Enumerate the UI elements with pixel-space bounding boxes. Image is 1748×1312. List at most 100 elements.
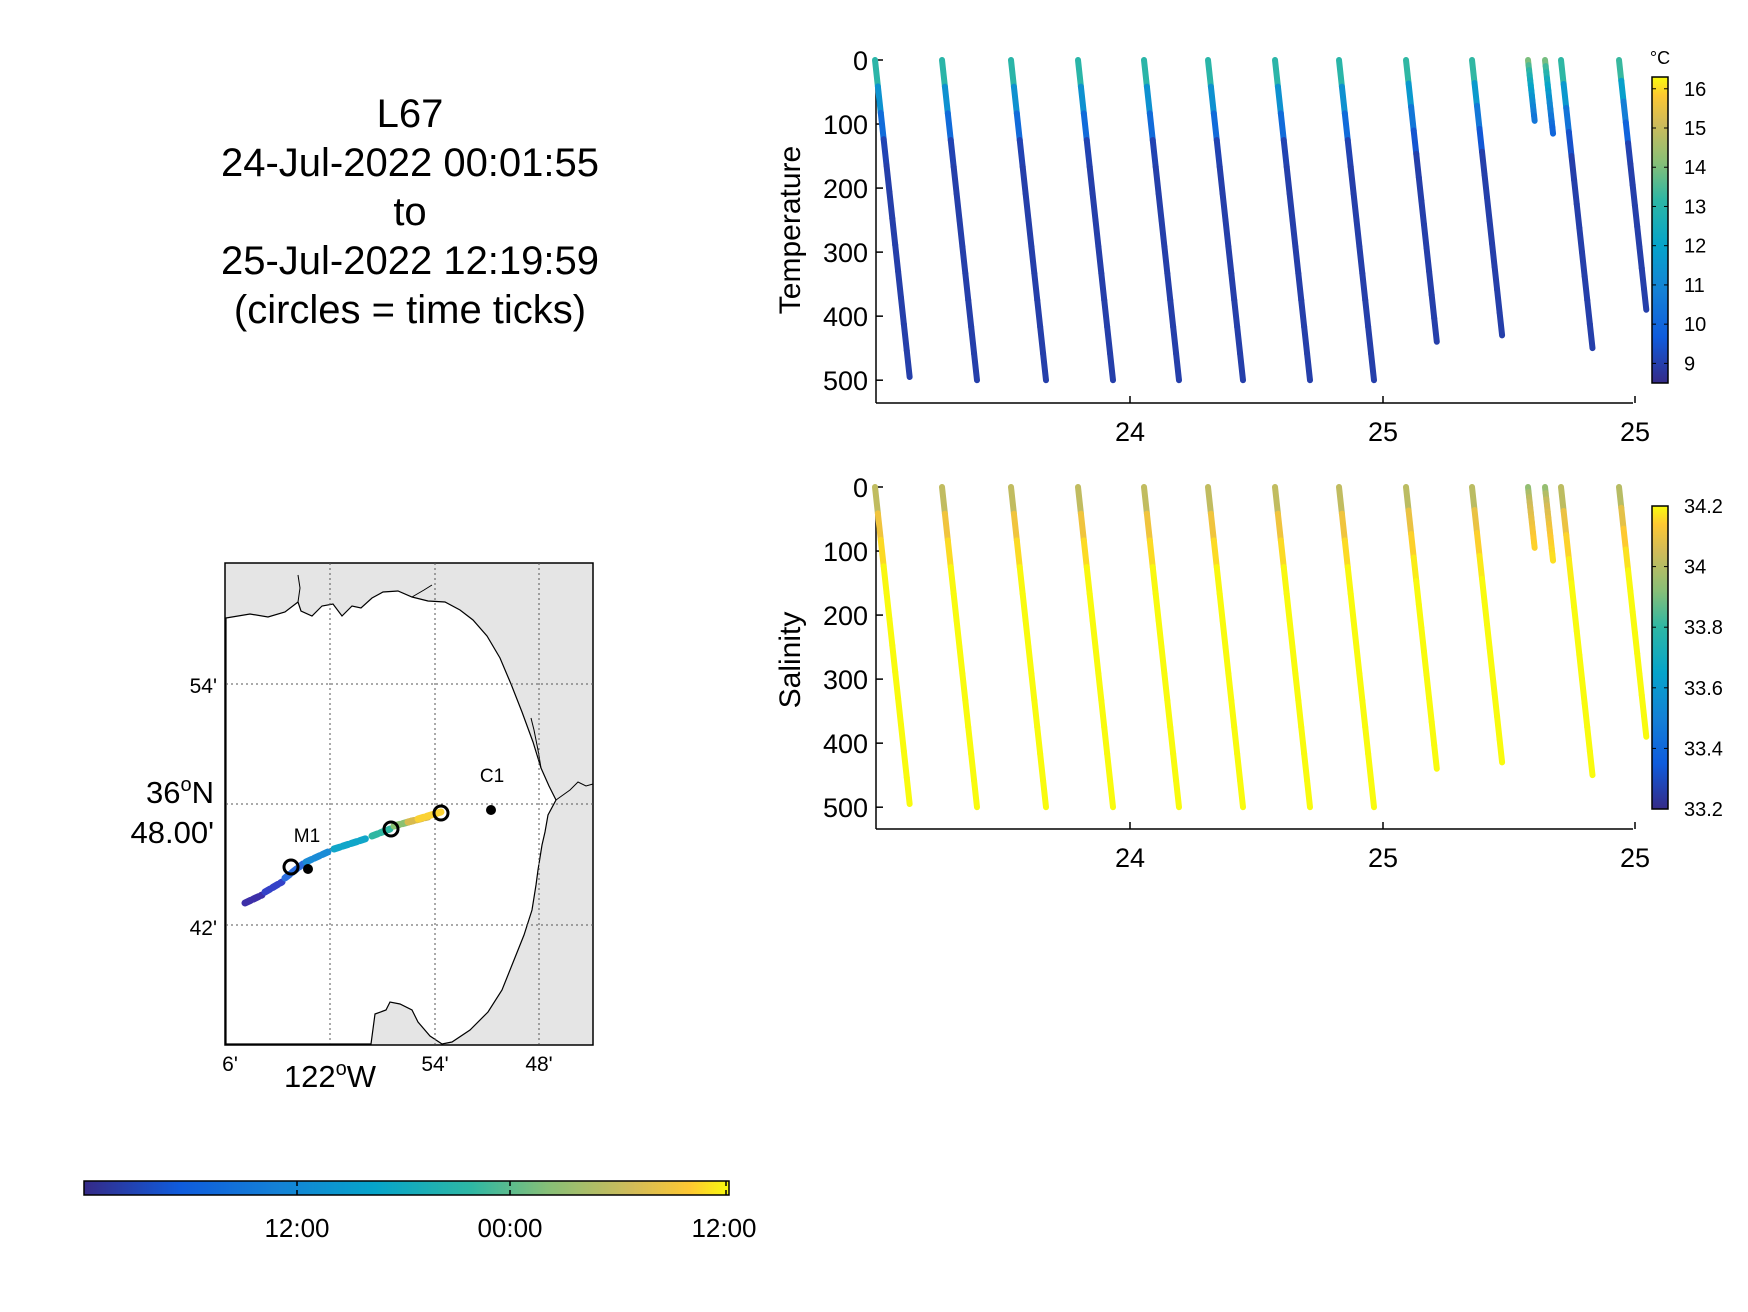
profile-segment [1075,57,1084,90]
profile-segment [1077,510,1087,544]
profile-segment [1083,137,1093,170]
temperature-colorbar-unit: °C [1650,48,1670,68]
profile-segment [1426,695,1435,725]
profile-segment [1347,163,1357,197]
profile-segment [1104,323,1114,357]
profile-segment [1104,750,1114,784]
profile-segment [1476,552,1486,582]
profile-segment [1469,484,1478,513]
profile-segment [1625,140,1634,168]
y-tick-label: 300 [823,238,868,268]
profile-segment [1222,644,1232,677]
connector-text: to [393,190,427,234]
lon-tick-54: 54' [421,1053,448,1076]
profile-segment [1075,484,1084,517]
temperature-xticks: 24 25 25 [1115,396,1650,447]
profile-segment [1231,297,1241,330]
profile-segment [1213,564,1223,597]
profile-segment [880,563,890,596]
station-m1-marker [303,864,313,874]
profile-segment [956,644,966,677]
profile-segment [1616,57,1625,84]
profile-segment [1341,537,1351,571]
profile-segment [1167,297,1177,330]
profile-segment [1022,617,1032,651]
profile-segment [1289,644,1299,677]
profile-segment [1350,617,1360,651]
profile-segment [1101,724,1111,757]
colorbar-tick-label: 34 [1684,557,1706,579]
profile-segment [1353,644,1363,677]
profile-segment [1231,724,1241,757]
profile-segment [1086,163,1096,197]
profile-segment [1622,546,1632,574]
colorbar-tick-label: 14 [1684,157,1706,179]
time-colorbar-bar [83,1180,730,1196]
profile-segment [1565,556,1575,587]
profile-segment [1031,270,1041,304]
profile-segment [1627,161,1636,188]
profile-segment [1077,83,1087,117]
profile-segment [1474,529,1483,559]
profile-segment [903,347,913,380]
profile-segment [1161,670,1171,704]
profile-segment [1479,575,1488,605]
profile-segment [1560,508,1570,539]
profile-segment [1274,83,1284,117]
profile-segment [1586,321,1596,352]
salinity-profiles [872,484,1650,811]
profile-segment [941,83,951,117]
river-line [555,781,594,801]
profile-segment [1531,112,1538,124]
profile-segment [1494,713,1503,743]
profile-segment [1491,690,1501,720]
colorbar-tick-label: 11 [1684,275,1705,297]
profile-segment [889,215,899,248]
profile-segment [883,589,893,623]
title-block: L67 24-Jul-2022 00:01:55 to 25-Jul-2022 … [150,90,670,335]
colorbar-tick-label: 10 [1684,314,1706,336]
profile-segment [950,163,960,197]
profile-segment [1620,98,1629,126]
profile-segment [1298,297,1308,330]
glider-track [241,808,445,907]
profile-segment [1549,124,1557,137]
profile-segment [1141,484,1150,517]
profile-segment [1158,644,1168,677]
profile-segment [1301,323,1311,357]
profile-segment [1560,81,1570,112]
profile-segment [1083,564,1093,597]
profile-segment [1353,217,1363,250]
profile-segment [1405,507,1415,537]
profile-segment [1304,350,1313,384]
profile-segment [1034,297,1044,330]
colorbar-tick-label: 9 [1684,353,1695,375]
salinity-colorbar-ticks: 33.2 33.4 33.6 33.8 34 34.2 [1652,496,1723,821]
profile-segment [1489,667,1498,697]
profile-segment [1304,777,1313,811]
profile-segment [886,616,896,649]
profile-segment [1022,190,1032,224]
profile-segment [1095,670,1105,704]
profile-segment [1237,350,1246,384]
x-tick-label: 24 [1115,417,1145,447]
profile-segment [1486,217,1496,247]
profile-segment [1418,197,1427,228]
x-tick-label: 25 [1620,417,1650,447]
profile-segment [1629,608,1638,636]
profile-segment [1368,777,1377,811]
profile-segment [1037,750,1047,784]
y-tick-label: 0 [853,46,868,76]
profile-segment [1146,110,1156,144]
profile-segment [1362,297,1372,330]
profile-segment [1141,57,1150,90]
profile-segment [1219,617,1229,651]
salinity-colorbar [1651,505,1669,810]
station-c1-label: C1 [480,766,504,787]
profile-segment [1408,530,1417,561]
y-tick-label: 0 [853,473,868,503]
profile-segment [1336,484,1345,517]
profile-segment [1237,777,1246,811]
profile-segment [1356,243,1366,277]
